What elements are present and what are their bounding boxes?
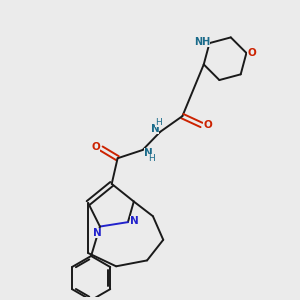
Text: N: N bbox=[93, 228, 101, 238]
Text: O: O bbox=[247, 48, 256, 58]
Text: N: N bbox=[130, 216, 139, 226]
Text: N: N bbox=[144, 148, 152, 158]
Text: H: H bbox=[148, 154, 155, 163]
Text: N: N bbox=[151, 124, 159, 134]
Text: NH: NH bbox=[194, 37, 210, 47]
Text: O: O bbox=[203, 120, 212, 130]
Text: O: O bbox=[91, 142, 100, 152]
Text: H: H bbox=[155, 118, 162, 127]
